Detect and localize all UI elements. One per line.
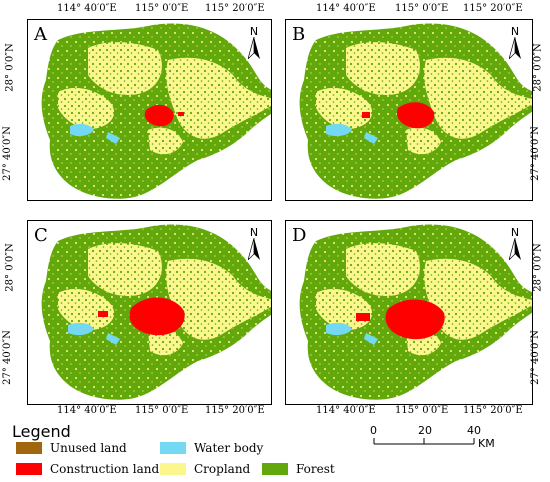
lon-label-bottom-d-2: 115° 0′0″E [395, 405, 449, 416]
lat-label-left-c-1: 28° 0′0″N [4, 243, 16, 292]
legend-label: Construction land [50, 462, 160, 476]
lon-label-bottom-c-3: 115° 20′0″E [205, 405, 265, 416]
lon-label-bottom-d-1: 114° 40′0″E [316, 405, 376, 416]
lat-label-left-c-2: 27° 40′0″N [1, 330, 13, 385]
map-panel-c: C N [27, 220, 272, 405]
legend-item-forest: Forest [262, 462, 335, 476]
land-use-map-c [41, 224, 271, 400]
lon-label-bottom-d-3: 115° 20′0″E [463, 405, 523, 416]
lat-label-left-a-2: 27° 40′0″N [1, 126, 13, 181]
scale-tick-0: 0 [370, 424, 377, 437]
lon-label-top-a-2: 115° 0′0″E [135, 3, 189, 14]
lat-label-right-b-1: 28° 0′0″N [532, 43, 544, 92]
lat-label-left-a-1: 28° 0′0″N [4, 43, 16, 92]
map-panel-d: D N [285, 220, 533, 405]
land-use-map-b [299, 23, 532, 199]
panel-label-b: B [292, 24, 306, 45]
lat-label-right-b-2: 27° 40′0″N [529, 126, 541, 181]
lon-label-top-a-3: 115° 20′0″E [205, 3, 265, 14]
scale-tick-40: 40 [467, 424, 481, 437]
map-panel-b: B N [285, 19, 533, 201]
legend-item-water-body: Water body [160, 441, 263, 455]
legend-label: Unused land [50, 441, 127, 455]
lon-label-top-b-2: 115° 0′0″E [395, 3, 449, 14]
north-arrow-icon [508, 237, 521, 262]
lon-label-bottom-c-1: 114° 40′0″E [57, 405, 117, 416]
panel-label-c: C [34, 225, 48, 246]
legend-swatch-water-body [160, 442, 186, 454]
lat-label-right-d-1: 28° 0′0″N [532, 243, 544, 292]
lon-label-top-b-3: 115° 20′0″E [463, 3, 523, 14]
legend-swatch-construction-land [16, 463, 42, 475]
lon-label-top-a-1: 114° 40′0″E [57, 3, 117, 14]
north-arrow-icon [247, 237, 260, 262]
north-label: N [510, 25, 520, 38]
legend-title: Legend [12, 422, 71, 441]
scale-unit: KM [478, 437, 495, 450]
legend-item-construction-land: Construction land [16, 462, 159, 476]
north-arrow: N [506, 26, 524, 63]
legend-label: Water body [194, 441, 264, 455]
north-arrow-icon [247, 36, 260, 61]
north-arrow: N [245, 227, 263, 264]
legend-label: Forest [296, 462, 335, 476]
land-use-map-a [41, 23, 271, 199]
legend-swatch-forest [262, 463, 288, 475]
panel-label-a: A [34, 24, 47, 45]
scale-bar-graphic [373, 438, 475, 445]
lat-label-right-d-2: 27° 40′0″N [529, 330, 541, 385]
scale-bar: 0 20 40 KM [370, 424, 520, 474]
legend-swatch-unused-land [16, 442, 42, 454]
north-label: N [249, 226, 259, 239]
north-arrow-icon [508, 36, 521, 61]
panel-label-d: D [292, 225, 307, 246]
north-label: N [249, 25, 259, 38]
lon-label-bottom-c-2: 115° 0′0″E [135, 405, 189, 416]
north-arrow: N [245, 26, 263, 63]
legend-label: Cropland [194, 462, 251, 476]
map-panel-a: A N [27, 19, 272, 201]
north-label: N [510, 226, 520, 239]
land-use-map-d [299, 224, 532, 400]
legend-item-cropland: Cropland [160, 462, 250, 476]
scale-tick-20: 20 [418, 424, 432, 437]
north-arrow: N [506, 227, 524, 264]
lon-label-top-b-1: 114° 40′0″E [316, 3, 376, 14]
legend-swatch-cropland [160, 463, 186, 475]
legend-item-unused-land: Unused land [16, 441, 127, 455]
